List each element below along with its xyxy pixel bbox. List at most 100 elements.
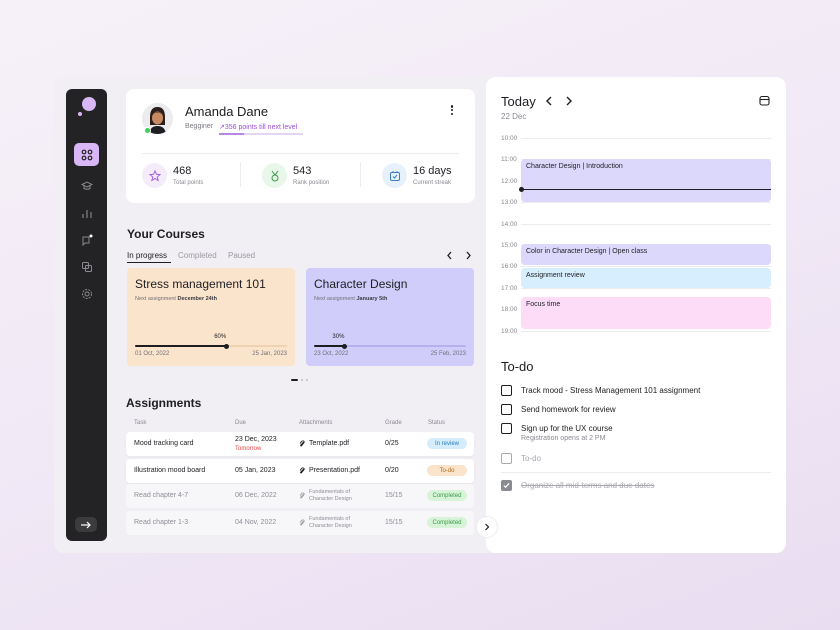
course-end-date: 25 Jan, 2023 xyxy=(252,351,287,357)
points-to-next-level: ↗356 points till next level xyxy=(219,124,298,131)
todo-text: Sign up for the UX course xyxy=(521,424,613,433)
hour-label: 11:00 xyxy=(501,156,517,164)
course-card[interactable]: Stress management 101 Next assignment De… xyxy=(127,268,295,366)
progress-knob xyxy=(341,343,347,349)
hour-gridline xyxy=(521,138,771,139)
nav-library-button[interactable] xyxy=(74,255,99,278)
gear-icon xyxy=(81,288,92,299)
app-logo-icon[interactable] xyxy=(77,96,97,118)
divider xyxy=(501,472,771,473)
calendar-event[interactable]: Focus time xyxy=(521,297,771,329)
course-progress-bar xyxy=(135,343,287,349)
course-next-assignment: Next assignment December 24th xyxy=(135,296,217,302)
stat-label: Current streak xyxy=(413,180,452,186)
todo-checkbox[interactable] xyxy=(501,453,512,464)
course-title: Character Design xyxy=(314,277,408,291)
star-icon xyxy=(142,163,167,188)
current-time-dot xyxy=(519,187,524,192)
tab-in-progress[interactable]: In progress xyxy=(127,251,168,260)
task-name: Read chapter 4-7 xyxy=(134,492,189,499)
progress-knob xyxy=(223,343,229,349)
event-title: Focus time xyxy=(526,301,561,308)
paperclip-icon xyxy=(299,492,305,499)
todo-subtext: Registration opens at 2 PM xyxy=(521,435,606,442)
stat-value: 16 days xyxy=(413,165,452,177)
course-start-date: 23 Oct, 2022 xyxy=(314,351,349,357)
todo-text: To-do xyxy=(521,454,542,463)
status-badge: Completed xyxy=(427,517,467,528)
grade: 15/15 xyxy=(385,519,403,526)
copy-icon xyxy=(81,261,92,272)
due-date: 23 Dec, 2023 xyxy=(235,436,277,443)
course-start-date: 01 Oct, 2022 xyxy=(135,351,170,357)
stat-label: Rank position xyxy=(293,180,330,186)
checkmark-icon xyxy=(503,482,510,489)
courses-prev-button[interactable] xyxy=(444,249,454,261)
task-name: Illustration mood board xyxy=(134,467,206,474)
nav-dashboard-button[interactable] xyxy=(74,143,99,166)
calendar-title: Today xyxy=(501,94,536,109)
courses-next-button[interactable] xyxy=(463,249,473,261)
next-assignment-date: December 24th xyxy=(177,296,217,302)
todo-checkbox[interactable] xyxy=(501,480,512,491)
hour-gridline xyxy=(521,287,771,289)
avatar[interactable] xyxy=(142,103,173,134)
todo-checkbox[interactable] xyxy=(501,423,512,434)
profile-card: Amanda Dane Begginer ↗356 points till ne… xyxy=(126,89,475,203)
avatar-portrait-icon xyxy=(142,103,173,134)
calendar-prev-button[interactable] xyxy=(545,96,553,106)
hour-label: 19:00 xyxy=(501,327,518,335)
courses-title: Your Courses xyxy=(127,227,205,241)
calendar-event[interactable]: Character Design | Introduction xyxy=(521,159,771,202)
calendar-icon[interactable] xyxy=(759,95,770,106)
nav-settings-button[interactable] xyxy=(74,282,99,305)
course-progress-label: 60% xyxy=(214,334,227,340)
nav-stats-button[interactable] xyxy=(74,201,99,224)
next-assignment-label: Next assignment xyxy=(135,296,176,302)
hour-gridline xyxy=(521,202,771,204)
nav-courses-button[interactable] xyxy=(74,174,99,197)
status-badge: In review xyxy=(427,438,467,449)
table-row[interactable]: Read chapter 4-7 06 Dec, 2022 Fundamentals… xyxy=(126,484,474,508)
more-options-icon[interactable] xyxy=(448,103,456,117)
hour-label: 15:00 xyxy=(501,242,518,249)
attachment-link[interactable]: Fundamentals of Character Design xyxy=(309,489,352,502)
carousel-pager[interactable] xyxy=(291,378,308,381)
nav-messages-button[interactable] xyxy=(74,228,99,251)
assignments-title: Assignments xyxy=(126,396,202,410)
course-card[interactable]: Character Design Next assignment January… xyxy=(306,268,474,366)
table-row[interactable]: Illustration mood board 05 Jan, 2023 Prese… xyxy=(126,459,474,483)
event-title: Character Design | Introduction xyxy=(526,163,623,170)
todo-checkbox[interactable] xyxy=(501,385,512,396)
calendar-event[interactable]: Color in Character Design | Open class xyxy=(521,244,771,265)
task-name: Mood tracking card xyxy=(134,440,194,447)
todo-checkbox[interactable] xyxy=(501,404,512,415)
todo-text: Organize all mid-terms and due dates xyxy=(521,481,655,490)
grade: 0/25 xyxy=(385,440,399,447)
task-name: Read chapter 1-3 xyxy=(134,519,189,526)
sidebar xyxy=(66,89,107,541)
calendar-check-icon xyxy=(382,163,407,188)
collapse-panel-button[interactable] xyxy=(477,517,497,537)
status-badge: Completed xyxy=(427,490,467,501)
column-header-task: Task xyxy=(134,420,147,426)
hour-label: 10:00 xyxy=(501,135,518,142)
due-date: 05 Jan, 2023 xyxy=(235,467,276,474)
calendar-event[interactable]: Assignment review xyxy=(521,268,771,288)
attachment-link[interactable]: Template.pdf xyxy=(309,440,350,447)
table-row[interactable]: Read chapter 1-3 04 Nov, 2022 Fundamentals… xyxy=(126,511,474,535)
course-next-assignment: Next assignment January 5th xyxy=(314,296,387,302)
graduation-cap-icon xyxy=(80,180,93,190)
attachment-link[interactable]: Fundamentals of Character Design xyxy=(309,516,352,529)
hour-label: 17:00 xyxy=(501,284,518,292)
calendar-next-button[interactable] xyxy=(565,96,573,106)
column-header-attachments: Attachments xyxy=(299,420,333,426)
tab-completed[interactable]: Completed xyxy=(178,251,217,260)
bar-chart-icon xyxy=(81,209,92,218)
todo-text: Track mood - Stress Management 101 assig… xyxy=(521,386,701,395)
attachment-link[interactable]: Presentation.pdf xyxy=(309,467,360,474)
table-row[interactable]: Mood tracking card 23 Dec, 2023 Tomorrow Te… xyxy=(126,432,474,456)
tab-paused[interactable]: Paused xyxy=(228,251,256,260)
logout-button[interactable] xyxy=(75,517,97,532)
arrow-right-icon xyxy=(81,521,91,528)
